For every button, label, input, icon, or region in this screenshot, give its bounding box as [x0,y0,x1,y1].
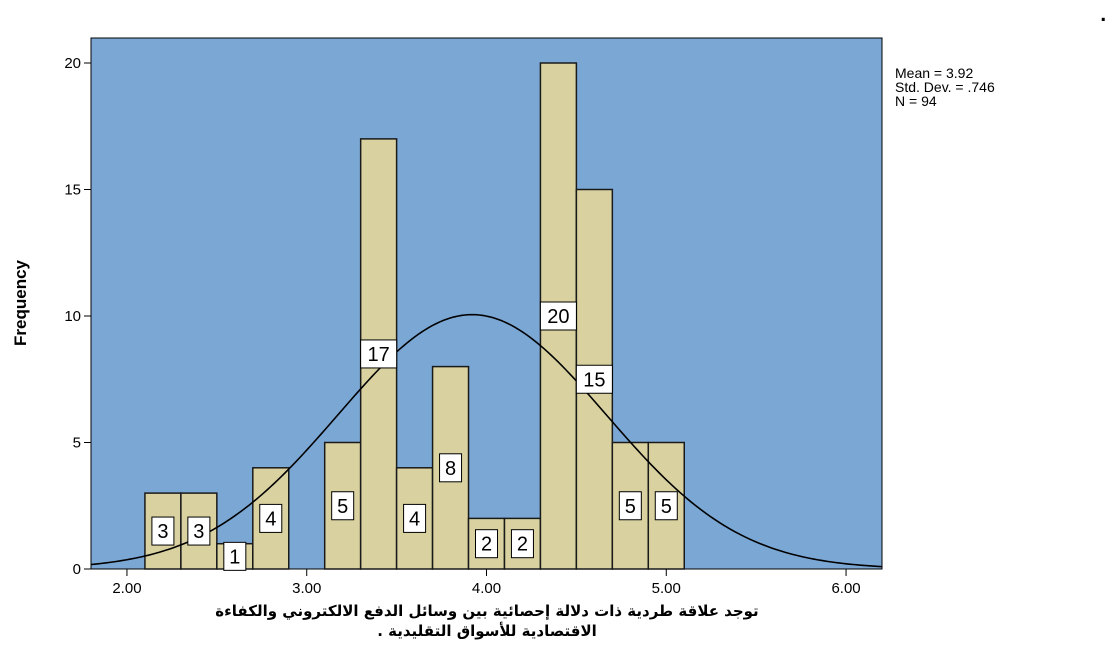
y-tick-label: 15 [64,182,81,199]
y-tick-label: 20 [64,55,81,72]
y-tick-label: 10 [64,308,81,325]
x-axis-label: توجد علاقة طردية ذات دلالة إحصائية بين و… [215,602,758,640]
plot-area [90,37,883,570]
chart-title: توجد علاقة طردية ذات دلالة إحصائية بين و… [1100,6,1110,26]
data-label-box [510,529,534,559]
data-label: 15 [575,364,613,394]
data-label-box [654,491,678,521]
data-label-box [187,516,211,546]
data-label: 2 [475,529,498,559]
stats-n: N = 94 [895,93,937,109]
data-label-box [259,503,283,533]
data-label-box [439,453,463,483]
data-label-text: 2 [517,534,528,556]
data-label: 5 [618,491,642,521]
data-label-box [618,491,642,521]
data-label: 4 [403,503,427,533]
data-label-text: 4 [409,508,420,530]
x-axis-label-line-1: توجد علاقة طردية ذات دلالة إحصائية بين و… [215,602,758,620]
data-label-text: 3 [193,521,204,543]
histogram-bar [431,365,470,570]
data-label-text: 4 [265,508,276,530]
data-label: 1 [223,541,247,571]
data-label: 5 [331,491,355,521]
x-tick-label: 4.00 [472,580,501,597]
y-axis-label: Frequency [11,259,30,346]
data-label-text: 15 [583,369,605,391]
data-label: 5 [654,491,678,521]
data-label-text: 20 [547,306,569,328]
data-label-box [403,503,427,533]
stats-std-dev: Std. Dev. = .746 [895,79,995,95]
data-label: 3 [187,516,211,546]
normal-curve [90,313,883,568]
x-axis: 2.00 3.00 4.00 5.00 6.00 [112,569,861,597]
data-label-text: 1 [229,546,240,568]
data-label-text: 5 [625,496,636,518]
data-label: 8 [439,453,463,483]
x-tick-label: 2.00 [112,580,141,597]
data-label: 3 [151,516,175,546]
data-label-box [331,491,355,521]
data-label-text: 3 [157,521,168,543]
data-label-box [575,364,613,394]
histogram-bar [647,441,685,570]
data-label: 2 [510,529,534,559]
x-tick-label: 6.00 [831,580,860,597]
x-axis-label-line-2: الاقتصادية للأسواق التقليدية . [377,622,597,640]
data-label: 4 [259,503,283,533]
x-tick-label: 5.00 [652,580,681,597]
data-label-text: 8 [445,458,456,480]
y-axis: 0 5 10 15 20 [64,55,91,578]
data-label-text: 5 [337,496,348,518]
data-label: 20 [539,301,577,331]
data-label-text: 17 [368,344,390,366]
x-tick-label: 3.00 [292,580,321,597]
data-label: 17 [360,339,398,369]
data-label-text: 5 [661,496,672,518]
data-label-box [539,301,577,331]
stats-mean: Mean = 3.92 [895,65,973,81]
data-label-box [360,339,398,369]
y-tick-label: 5 [73,435,81,452]
data-label-box [475,529,498,559]
data-labels: 3 3 1 4 5 17 4 8 2 2 20 15 5 5 [151,301,678,571]
stats-box: Mean = 3.92 Std. Dev. = .746 N = 94 [895,65,995,109]
data-label-box [223,541,247,571]
data-label-text: 2 [481,534,492,556]
data-label-box [151,516,175,546]
y-tick-label: 0 [73,561,81,578]
